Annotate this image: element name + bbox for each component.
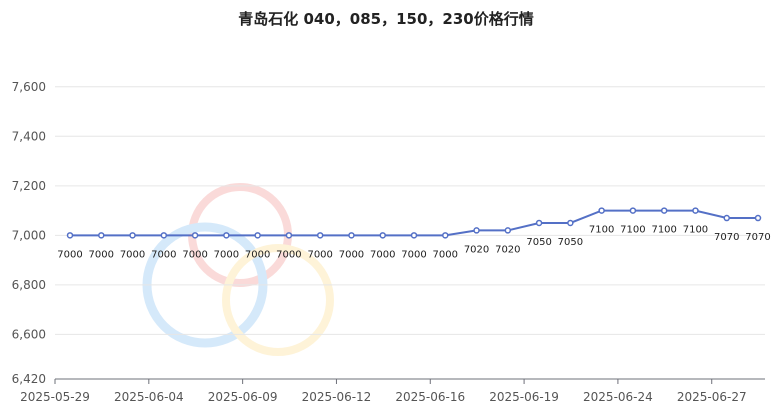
data-labels: 7000 7000 7000 7000 7000 7000 7000 7000 7000 7000… (57, 225, 770, 261)
axes: 6,420 6,600 6,800 7,000 7,200 7,400 7,600 2025-… (12, 80, 765, 404)
y-tick-label: 7,600 (12, 80, 46, 94)
x-tick-label: 2025-06-04 (114, 390, 184, 404)
data-label: 7000 (276, 249, 301, 260)
y-tick-label: 7,200 (12, 179, 46, 193)
data-point (598, 207, 605, 214)
data-point (254, 232, 261, 239)
data-point (98, 232, 105, 239)
data-label: 7100 (589, 225, 614, 236)
data-point (316, 232, 324, 239)
data-label: 7000 (245, 249, 270, 260)
data-point (442, 232, 449, 239)
data-point (379, 232, 386, 239)
grid-lines (55, 86, 765, 335)
data-label: 7000 (89, 249, 114, 260)
data-point (504, 227, 512, 234)
data-point (660, 207, 668, 214)
data-point (535, 219, 543, 227)
x-tick-label: 2025-06-09 (208, 390, 278, 404)
data-point (567, 219, 574, 227)
chart-title: 青岛石化 040，085，150，230价格行情 (238, 10, 534, 28)
x-tick-label: 2025-06-19 (489, 390, 559, 404)
x-tick-label: 2025-06-16 (395, 390, 465, 404)
data-point (629, 207, 637, 214)
x-tick-label: 2025-06-27 (677, 390, 747, 404)
data-label: 7050 (526, 237, 551, 248)
data-label: 7000 (401, 249, 426, 260)
data-point (160, 232, 168, 239)
data-point (285, 232, 293, 239)
y-tick-label: 7,400 (12, 129, 46, 143)
data-label: 7100 (651, 225, 676, 236)
data-label: 7020 (464, 244, 489, 255)
y-tick-label: 6,800 (12, 278, 46, 292)
data-point (473, 227, 480, 234)
data-label: 7100 (620, 225, 645, 236)
data-point (754, 214, 762, 222)
data-label: 7000 (57, 249, 82, 260)
data-label: 7000 (182, 249, 207, 260)
data-point (191, 232, 199, 239)
x-tick-label: 2025-06-12 (302, 390, 372, 404)
data-label: 7070 (714, 232, 739, 243)
data-point (692, 207, 699, 214)
data-label: 7000 (151, 249, 176, 260)
data-label: 7050 (558, 237, 583, 248)
data-point (723, 214, 730, 222)
data-label: 7000 (120, 249, 145, 260)
data-label: 7000 (433, 249, 458, 260)
y-tick-label: 7,000 (12, 228, 46, 242)
data-label: 7020 (495, 244, 520, 255)
y-tick-label: 6,600 (12, 327, 46, 341)
data-label: 7000 (370, 249, 395, 260)
data-point (66, 232, 74, 239)
data-point (129, 232, 136, 239)
data-label: 7000 (214, 249, 239, 260)
y-tick-label: 6,420 (12, 372, 46, 386)
data-label: 7070 (745, 232, 770, 243)
data-label: 7000 (339, 249, 364, 260)
series-line-layer (66, 207, 762, 239)
data-point (223, 232, 230, 239)
data-label: 7100 (683, 225, 708, 236)
data-label: 7000 (307, 249, 332, 260)
data-point (348, 232, 355, 239)
x-tick-label: 2025-06-24 (583, 390, 653, 404)
data-point (410, 232, 418, 239)
x-tick-label: 2025-05-29 (20, 390, 90, 404)
